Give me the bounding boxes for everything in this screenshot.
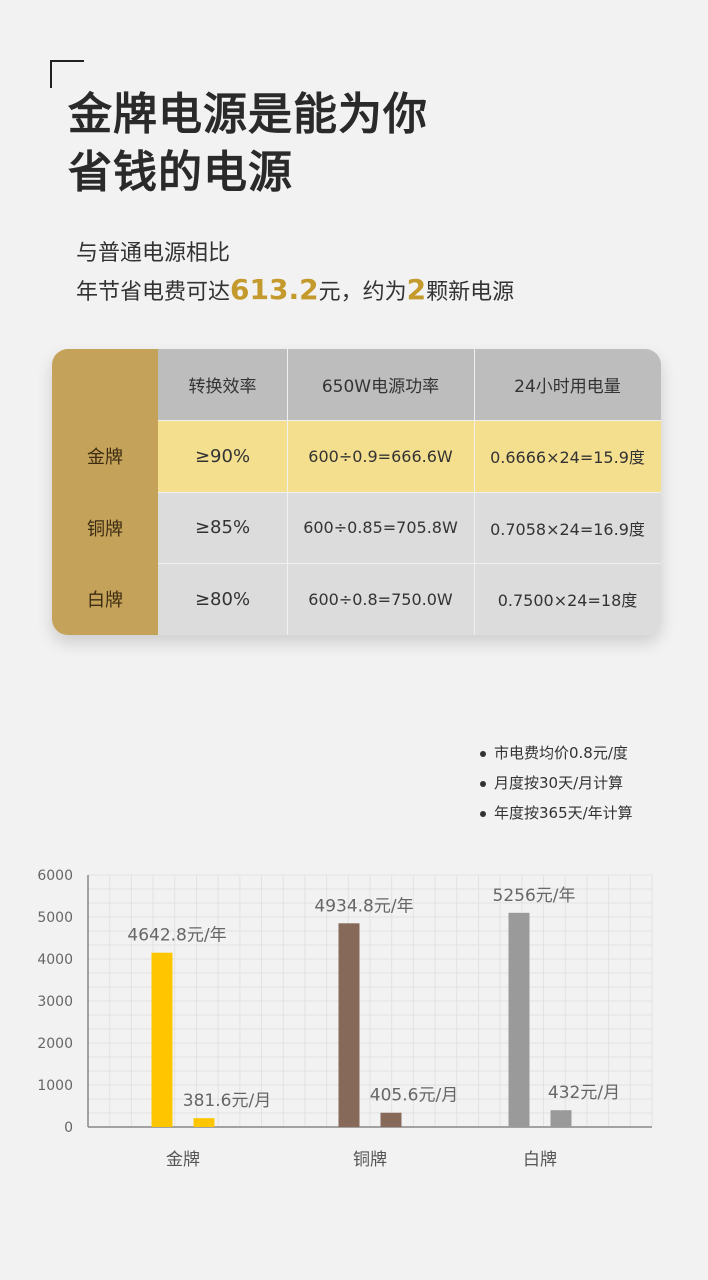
title-line-1: 金牌电源是能为你 <box>68 89 428 140</box>
bar-data-label: 381.6元/月 <box>183 1091 271 1111</box>
table-header-corner <box>52 349 158 420</box>
table-cell-energy: 0.6666×24=15.9度 <box>474 420 661 492</box>
chart-bar <box>338 923 360 1127</box>
intro-mid: 元，约为 <box>318 280 407 305</box>
y-tick-label: 3000 <box>37 994 73 1010</box>
comparison-table: 转换效率 650W电源功率 24小时用电量 金牌 ≥90% 600÷0.9=66… <box>52 349 661 635</box>
intro-text: 与普通电源相比 年节省电费可达613.2元，约为2颗新电源 <box>76 236 514 311</box>
table-header-efficiency: 转换效率 <box>158 349 287 420</box>
table-header-energy: 24小时用电量 <box>474 349 661 420</box>
note-text: 月度按30天/月计算 <box>494 774 624 792</box>
y-tick-label: 6000 <box>37 868 73 884</box>
note-item: 年度按365天/年计算 <box>480 798 633 828</box>
bar-data-label: 4642.8元/年 <box>127 926 226 946</box>
page-title: 金牌电源是能为你 省钱的电源 <box>68 86 428 202</box>
table-cell-power: 600÷0.85=705.8W <box>287 492 474 563</box>
bullet-icon <box>480 810 486 817</box>
bullet-icon <box>480 750 486 757</box>
table-row-name: 金牌 <box>52 420 158 492</box>
cost-bar-chart: 0 1000 2000 3000 4000 5000 6000 4642.8元/年 381.6元… <box>37 868 653 1170</box>
intro-prefix: 年节省电费可达 <box>76 280 231 305</box>
title-line-2: 省钱的电源 <box>68 147 293 198</box>
table-cell-power: 600÷0.8=750.0W <box>287 563 474 635</box>
intro-line-2: 年节省电费可达613.2元，约为2颗新电源 <box>76 272 514 311</box>
chart-bar <box>380 1112 402 1127</box>
table-cell-energy: 0.7058×24=16.9度 <box>474 492 661 563</box>
chart-bar <box>193 1118 215 1127</box>
x-category-label: 铜牌 <box>353 1150 387 1170</box>
table-cell-energy: 0.7500×24=18度 <box>474 563 661 635</box>
y-tick-label: 1000 <box>37 1078 73 1094</box>
intro-line-1: 与普通电源相比 <box>76 241 231 266</box>
note-item: 月度按30天/月计算 <box>480 768 633 798</box>
count-value: 2 <box>406 273 427 306</box>
note-item: 市电费均价0.8元/度 <box>480 738 633 768</box>
chart-bar <box>550 1110 572 1127</box>
table-row-name: 白牌 <box>52 563 158 635</box>
bar-data-label: 4934.8元/年 <box>314 896 413 916</box>
table-cell-power: 600÷0.9=666.6W <box>287 420 474 492</box>
table-divider <box>158 492 661 493</box>
bar-data-label: 432元/月 <box>548 1083 620 1103</box>
y-tick-label: 2000 <box>37 1036 73 1052</box>
bar-data-label: 5256元/年 <box>493 886 576 906</box>
table-divider <box>158 563 661 564</box>
x-category-label: 金牌 <box>166 1150 200 1170</box>
table-cell-efficiency: ≥80% <box>158 563 287 635</box>
notes-list: 市电费均价0.8元/度 月度按30天/月计算 年度按365天/年计算 <box>480 738 633 828</box>
table-row-name: 铜牌 <box>52 492 158 563</box>
table-header-power: 650W电源功率 <box>287 349 474 420</box>
y-tick-label: 0 <box>64 1120 73 1136</box>
bullet-icon <box>480 780 486 787</box>
note-text: 市电费均价0.8元/度 <box>494 744 628 762</box>
note-text: 年度按365天/年计算 <box>494 804 633 822</box>
bar-data-label: 405.6元/月 <box>370 1086 458 1106</box>
y-tick-label: 5000 <box>37 910 73 926</box>
intro-suffix: 颗新电源 <box>426 280 515 305</box>
chart-bar <box>151 952 173 1127</box>
table-divider <box>158 420 661 421</box>
table-cell-efficiency: ≥85% <box>158 492 287 563</box>
x-category-label: 白牌 <box>523 1150 557 1170</box>
chart-bar <box>508 912 530 1127</box>
corner-bracket-decoration <box>50 60 84 88</box>
table-cell-efficiency: ≥90% <box>158 420 287 492</box>
y-tick-label: 4000 <box>37 952 73 968</box>
saving-value: 613.2 <box>230 273 319 306</box>
